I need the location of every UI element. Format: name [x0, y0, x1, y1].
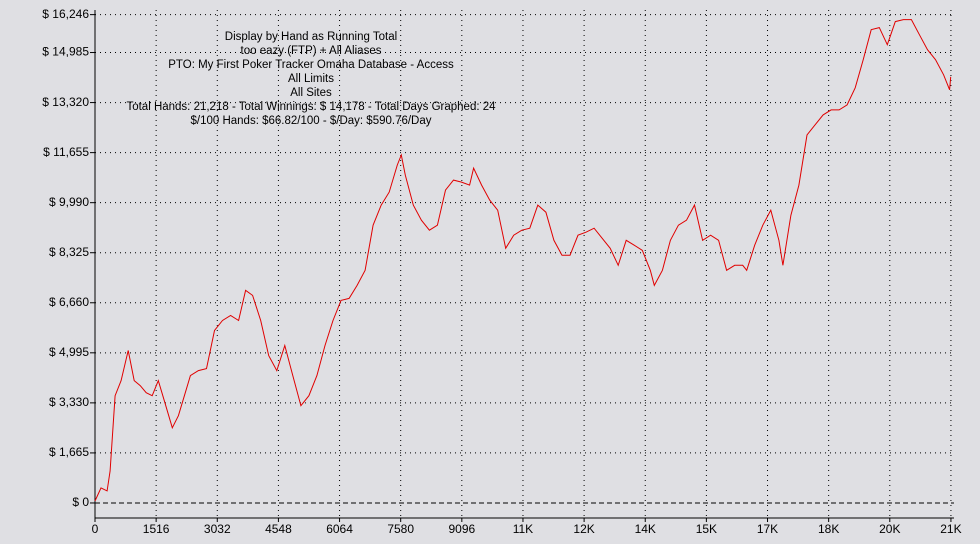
y-tick-label: $ 8,325 — [49, 245, 89, 259]
x-tick-label: 18K — [818, 522, 839, 536]
annotation-line: PTO: My First Poker Tracker Omaha Databa… — [168, 59, 454, 71]
y-tick-label: $ 6,660 — [49, 295, 89, 309]
y-tick-label: $ 9,990 — [49, 195, 89, 209]
y-tick-label: $ 1,665 — [49, 445, 89, 459]
x-tick-label: 15K — [696, 522, 717, 536]
x-tick-label: 7580 — [387, 522, 414, 536]
y-tick-label: $ 3,330 — [49, 395, 89, 409]
annotation-line: All Sites — [290, 87, 332, 99]
x-tick-label: 11K — [513, 522, 533, 536]
x-tick-label: 12K — [573, 522, 594, 536]
annotation-line: too eazy (FTP) + All Aliases — [241, 45, 382, 57]
x-tick-label: 17K — [757, 522, 778, 536]
annotation-line: $/100 Hands: $66.82/100 - $/Day: $590.76… — [190, 115, 431, 127]
annotation-line: Display by Hand as Running Total — [225, 31, 397, 43]
y-tick-label: $ 13,320 — [42, 95, 89, 109]
x-tick-label: 4548 — [265, 522, 292, 536]
y-tick-label: $ 0 — [72, 495, 89, 509]
x-tick-label: 20K — [879, 522, 900, 536]
x-tick-label: 0 — [92, 522, 99, 536]
y-tick-label: $ 11,655 — [43, 145, 89, 159]
x-tick-label: 21K — [940, 522, 961, 536]
x-tick-label: 9096 — [448, 522, 475, 536]
x-tick-label: 14K — [635, 522, 656, 536]
annotation-block: Display by Hand as Running Total too eazy… — [126, 31, 496, 127]
running-total-line — [94, 19, 952, 502]
y-tick-label: $ 16,246 — [42, 7, 89, 21]
x-tick-label: 1516 — [143, 522, 170, 536]
y-tick-label: $ 4,995 — [49, 345, 89, 359]
annotation-line: Total Hands: 21,218 - Total Winnings: $ … — [126, 101, 496, 113]
y-tick-label: $ 14,985 — [42, 45, 89, 59]
annotation-line: All Limits — [288, 73, 334, 85]
x-tick-label: 3032 — [204, 522, 231, 536]
x-tick-label: 6064 — [326, 522, 353, 536]
